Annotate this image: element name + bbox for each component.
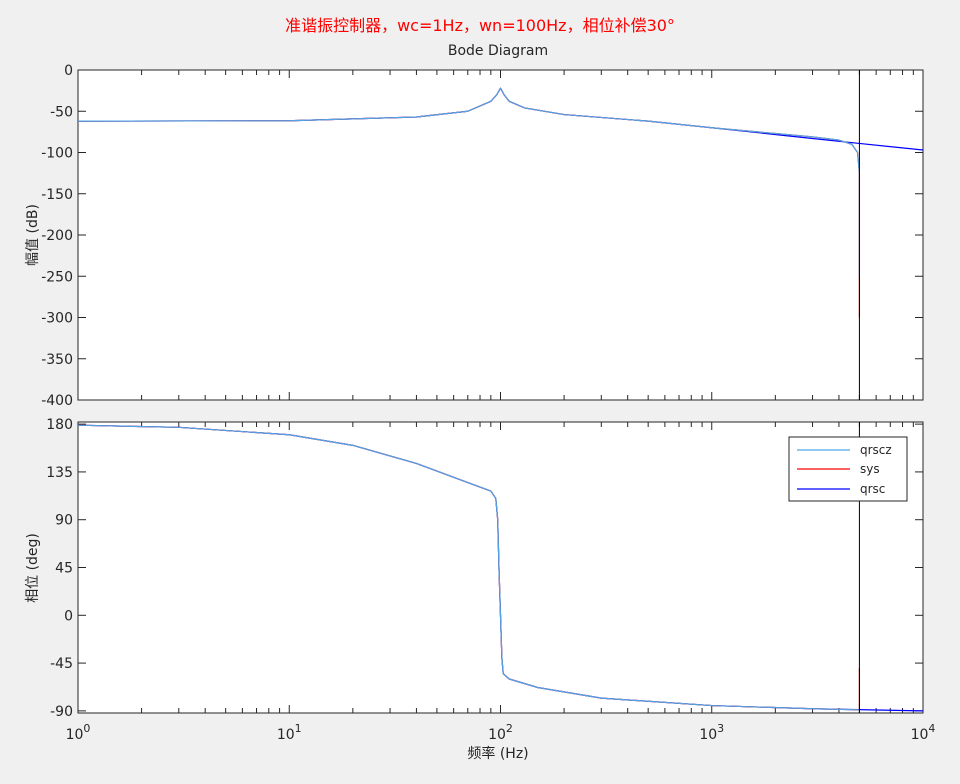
legend[interactable]: qrscz sys qrsc: [788, 436, 908, 502]
y-tick-label: 45: [55, 561, 73, 577]
y-tick-label: -100: [41, 146, 73, 162]
y-tick-label: -350: [41, 352, 73, 368]
y-tick-label: -400: [41, 393, 73, 409]
figure-supertitle: 准谐振控制器，wc=1Hz，wn=100Hz，相位补偿30°: [285, 16, 675, 35]
y-tick-label: -90: [50, 704, 73, 720]
series-qrscz-line: [77, 87, 861, 277]
magnitude-axis-ticks: [77, 69, 924, 401]
x-tick-label: 100: [66, 722, 91, 743]
y-tick-label: 0: [64, 608, 73, 624]
magnitude-y-axis-label: 幅值 (dB): [25, 204, 41, 266]
y-tick-label: 90: [55, 513, 73, 529]
phase-panel: 180 135 90 45 0 -45 -90 相位 (deg) qrscz sys qrs…: [25, 417, 924, 720]
magnitude-plot-area: [77, 69, 924, 401]
magnitude-panel: 0 -50 -100 -150 -200 -250 -300 -350 -400 幅值 (dB): [25, 63, 924, 409]
y-tick-label: 135: [46, 465, 73, 481]
legend-label-qrsc: qrsc: [860, 482, 885, 496]
y-tick-label: -300: [41, 311, 73, 327]
legend-label-sys: sys: [860, 462, 880, 476]
y-tick-label: -50: [50, 104, 73, 120]
phase-y-axis-label: 相位 (deg): [25, 533, 41, 603]
x-axis-label: 频率 (Hz): [467, 745, 528, 762]
magnitude-series: [77, 70, 924, 400]
y-tick-label: -200: [41, 228, 73, 244]
y-tick-label: 0: [64, 63, 73, 79]
x-tick-label: 101: [277, 722, 302, 743]
magnitude-y-tick-labels: 0 -50 -100 -150 -200 -250 -300 -350 -400: [41, 63, 73, 409]
phase-plot-area: [77, 421, 924, 714]
y-tick-label: 180: [46, 417, 73, 433]
chart-title: Bode Diagram: [448, 43, 548, 59]
x-axis-tick-labels: 100 101 102 103 104: [66, 722, 936, 743]
x-tick-label: 103: [699, 722, 724, 743]
x-tick-label: 102: [488, 722, 513, 743]
legend-label-qrscz: qrscz: [860, 443, 892, 457]
phase-y-tick-labels: 180 135 90 45 0 -45 -90: [46, 417, 73, 720]
y-tick-label: -45: [50, 656, 73, 672]
x-tick-label: 104: [911, 722, 936, 743]
y-tick-label: -250: [41, 269, 73, 285]
phase-axis-ticks: [77, 422, 924, 713]
y-tick-label: -150: [41, 187, 73, 203]
series-qrscz-line: [77, 424, 860, 711]
